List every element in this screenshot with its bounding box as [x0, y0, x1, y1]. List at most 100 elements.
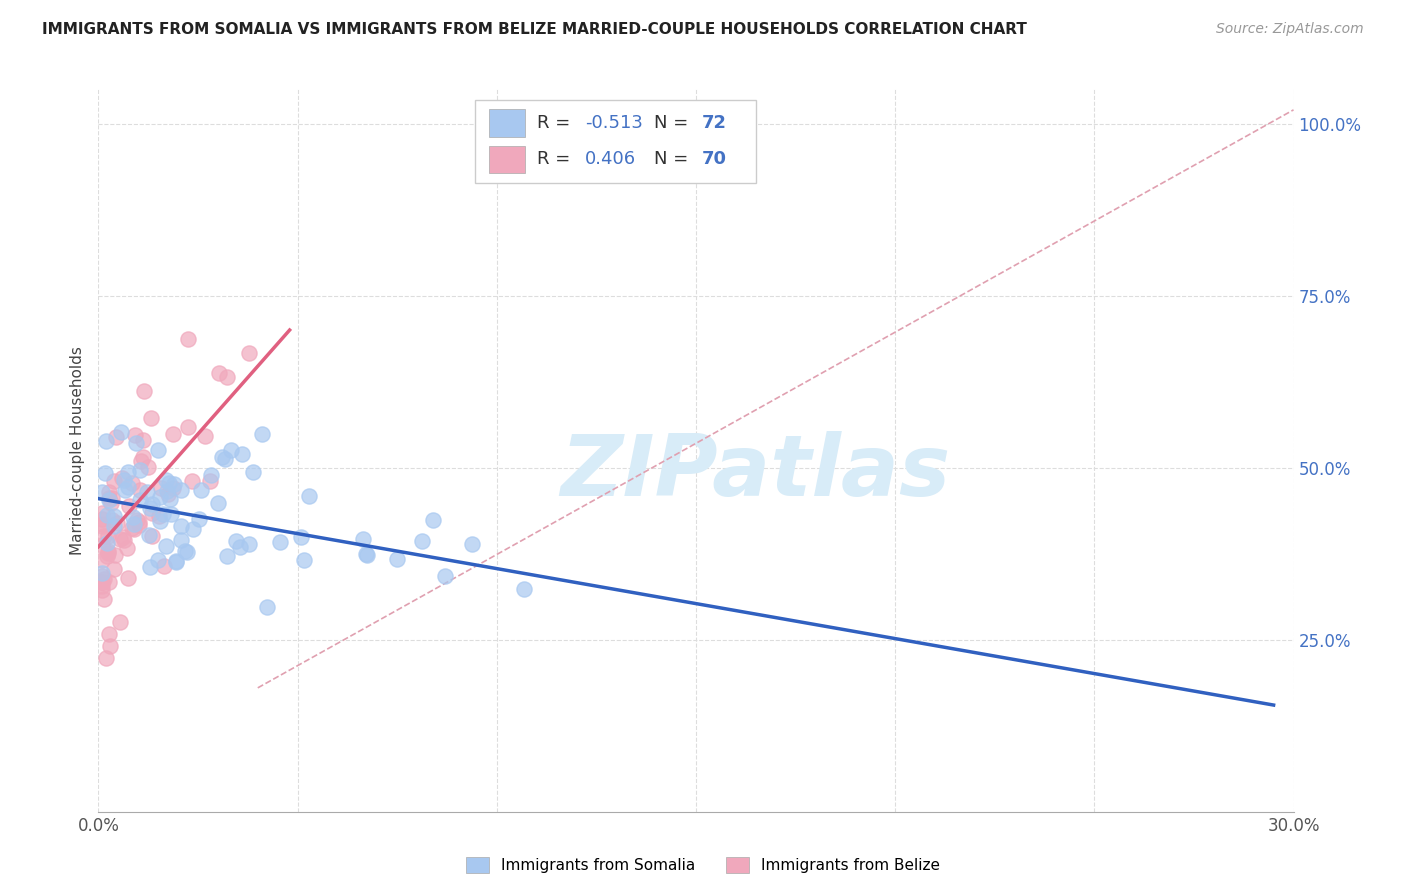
Point — [129, 454, 152, 468]
Point — [121, 476, 143, 491]
Point — [138, 528, 160, 542]
Y-axis label: Married-couple Households: Married-couple Households — [70, 346, 86, 555]
Point — [165, 554, 187, 568]
Point — [221, 442, 243, 457]
Legend: Immigrants from Somalia, Immigrants from Belize: Immigrants from Somalia, Immigrants from… — [460, 851, 946, 880]
Point — [141, 411, 163, 425]
Text: -0.513: -0.513 — [585, 114, 643, 132]
Point — [122, 522, 145, 536]
Point — [149, 481, 172, 495]
Point — [132, 433, 155, 447]
Point — [157, 487, 180, 501]
Point — [238, 537, 260, 551]
Point — [110, 425, 132, 439]
Point — [100, 496, 122, 510]
Point — [159, 508, 181, 522]
Point — [91, 579, 114, 593]
Point — [194, 429, 217, 443]
Point — [176, 545, 198, 559]
Point — [91, 506, 114, 520]
Point — [385, 552, 408, 566]
Text: N =: N = — [654, 150, 695, 169]
Point — [112, 533, 135, 547]
Point — [110, 615, 132, 630]
Point — [298, 489, 321, 503]
Point — [162, 427, 184, 442]
Point — [256, 599, 278, 614]
Point — [91, 538, 114, 552]
Point — [103, 561, 125, 575]
Point — [461, 537, 484, 551]
Point — [513, 582, 536, 597]
Point — [422, 513, 444, 527]
Point — [290, 530, 312, 544]
Point — [141, 507, 163, 521]
Point — [155, 473, 177, 487]
Point — [149, 490, 172, 504]
Point — [117, 465, 139, 479]
Text: R =: R = — [537, 114, 576, 132]
Point — [96, 536, 118, 550]
Point — [94, 651, 117, 665]
Point — [117, 571, 139, 585]
Point — [139, 501, 162, 516]
Point — [91, 574, 114, 589]
Point — [181, 523, 204, 537]
Point — [91, 516, 114, 531]
Text: ZIPatlas: ZIPatlas — [561, 431, 950, 514]
Point — [105, 516, 128, 530]
Point — [91, 569, 114, 583]
Text: 72: 72 — [702, 114, 727, 132]
Point — [200, 467, 222, 482]
Point — [91, 553, 114, 567]
Point — [163, 477, 186, 491]
Point — [93, 529, 115, 543]
Point — [91, 583, 114, 598]
Point — [136, 484, 159, 499]
Point — [231, 447, 253, 461]
Point — [103, 474, 125, 488]
Point — [354, 547, 377, 561]
Text: 0.406: 0.406 — [585, 150, 636, 169]
Point — [98, 640, 121, 654]
Point — [114, 483, 136, 497]
Point — [148, 553, 170, 567]
FancyBboxPatch shape — [489, 145, 524, 173]
Point — [112, 474, 135, 488]
Point — [122, 510, 145, 524]
Point — [170, 518, 193, 533]
Point — [242, 465, 264, 479]
Point — [141, 529, 163, 543]
Point — [93, 572, 115, 586]
Point — [269, 535, 291, 549]
Point — [108, 533, 131, 547]
Point — [187, 512, 209, 526]
Point — [93, 467, 115, 481]
Point — [94, 434, 117, 448]
Point — [190, 483, 212, 497]
Point — [134, 384, 156, 398]
Point — [129, 463, 152, 477]
Point — [177, 332, 200, 346]
Point — [103, 518, 125, 533]
Point — [208, 366, 231, 380]
Point — [104, 548, 127, 562]
Point — [434, 568, 457, 582]
Point — [117, 499, 139, 513]
Point — [91, 484, 114, 499]
Point — [139, 560, 162, 574]
Point — [91, 566, 114, 580]
Point — [124, 517, 146, 532]
Point — [121, 521, 143, 535]
Point — [128, 518, 150, 533]
Point — [128, 515, 150, 529]
Point — [215, 549, 238, 563]
Point — [98, 492, 121, 507]
Point — [198, 475, 221, 489]
Point — [128, 493, 150, 508]
Point — [97, 575, 120, 590]
Point — [97, 529, 120, 543]
Point — [157, 476, 180, 491]
Point — [238, 346, 260, 360]
Point — [93, 591, 115, 606]
